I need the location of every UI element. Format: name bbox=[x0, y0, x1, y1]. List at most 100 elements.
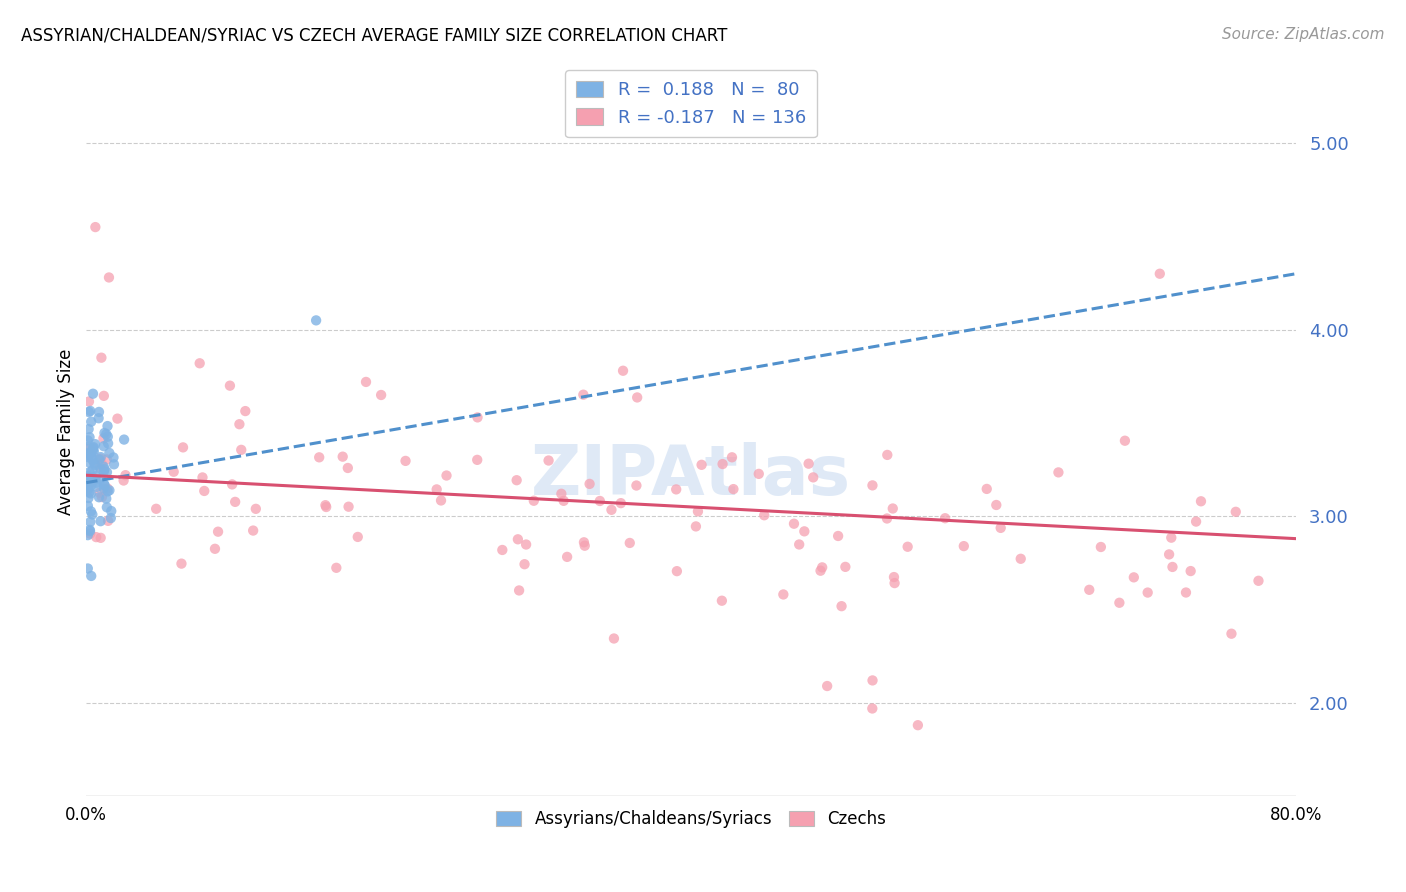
Point bbox=[79, 523, 101, 537]
Point bbox=[97, 484, 120, 499]
Point bbox=[96, 465, 118, 479]
Point bbox=[93, 462, 115, 476]
Point bbox=[467, 410, 489, 425]
Point bbox=[934, 511, 956, 525]
Point bbox=[82, 443, 104, 458]
Point bbox=[84, 469, 107, 483]
Point bbox=[93, 431, 115, 445]
Point bbox=[100, 504, 122, 518]
Point bbox=[90, 490, 112, 504]
Point bbox=[1247, 574, 1270, 588]
Point bbox=[193, 483, 215, 498]
Point bbox=[811, 560, 834, 574]
Point bbox=[83, 471, 105, 485]
Point bbox=[572, 387, 595, 401]
Point bbox=[883, 570, 905, 584]
Point bbox=[93, 482, 115, 496]
Point bbox=[98, 270, 121, 285]
Point bbox=[103, 450, 125, 465]
Text: ZIPAtlas: ZIPAtlas bbox=[531, 442, 851, 509]
Point bbox=[831, 599, 853, 614]
Point bbox=[82, 386, 104, 401]
Point bbox=[188, 356, 211, 370]
Point bbox=[550, 487, 572, 501]
Point bbox=[93, 425, 115, 440]
Point bbox=[103, 458, 125, 472]
Point bbox=[79, 472, 101, 486]
Point bbox=[245, 501, 267, 516]
Point bbox=[508, 583, 530, 598]
Point bbox=[711, 457, 734, 471]
Point bbox=[93, 477, 115, 491]
Text: Source: ZipAtlas.com: Source: ZipAtlas.com bbox=[1222, 27, 1385, 42]
Point bbox=[84, 458, 107, 473]
Point bbox=[77, 440, 100, 454]
Point bbox=[170, 557, 193, 571]
Point bbox=[112, 433, 135, 447]
Point bbox=[77, 485, 100, 500]
Point bbox=[76, 473, 98, 487]
Point bbox=[77, 491, 100, 505]
Point bbox=[793, 524, 815, 539]
Point bbox=[80, 478, 103, 492]
Point bbox=[883, 576, 905, 591]
Point bbox=[797, 457, 820, 471]
Point bbox=[96, 491, 118, 506]
Point bbox=[1047, 466, 1070, 480]
Point bbox=[98, 446, 121, 460]
Point bbox=[90, 472, 112, 486]
Point bbox=[96, 500, 118, 515]
Point bbox=[1108, 596, 1130, 610]
Point bbox=[83, 457, 105, 471]
Point bbox=[1122, 570, 1144, 584]
Point bbox=[787, 537, 810, 551]
Point bbox=[93, 389, 115, 403]
Point bbox=[665, 564, 688, 578]
Point bbox=[990, 521, 1012, 535]
Point bbox=[77, 422, 100, 436]
Point bbox=[76, 434, 98, 448]
Point bbox=[79, 465, 101, 479]
Point bbox=[336, 461, 359, 475]
Point bbox=[96, 452, 118, 467]
Point bbox=[82, 453, 104, 467]
Point bbox=[107, 411, 129, 425]
Point bbox=[354, 375, 377, 389]
Point bbox=[82, 508, 104, 522]
Point bbox=[1180, 564, 1202, 578]
Point bbox=[84, 437, 107, 451]
Point bbox=[79, 474, 101, 488]
Point bbox=[100, 511, 122, 525]
Point bbox=[90, 351, 112, 365]
Point bbox=[723, 482, 745, 496]
Point bbox=[515, 537, 537, 551]
Point bbox=[1114, 434, 1136, 448]
Point bbox=[882, 501, 904, 516]
Point bbox=[600, 503, 623, 517]
Point bbox=[228, 417, 250, 432]
Point bbox=[523, 493, 546, 508]
Point bbox=[86, 475, 108, 490]
Point bbox=[436, 468, 458, 483]
Point bbox=[827, 529, 849, 543]
Point bbox=[90, 450, 112, 464]
Point bbox=[1010, 551, 1032, 566]
Point bbox=[221, 477, 243, 491]
Point bbox=[1160, 531, 1182, 545]
Point bbox=[578, 476, 600, 491]
Point bbox=[77, 450, 100, 464]
Point bbox=[332, 450, 354, 464]
Point bbox=[191, 470, 214, 484]
Point bbox=[426, 483, 449, 497]
Point bbox=[79, 515, 101, 529]
Point bbox=[506, 533, 529, 547]
Point bbox=[90, 457, 112, 471]
Point bbox=[308, 450, 330, 465]
Point bbox=[1220, 626, 1243, 640]
Point bbox=[772, 587, 794, 601]
Point bbox=[686, 504, 709, 518]
Point bbox=[77, 394, 100, 409]
Point bbox=[76, 561, 98, 575]
Point bbox=[89, 485, 111, 500]
Point bbox=[1189, 494, 1212, 508]
